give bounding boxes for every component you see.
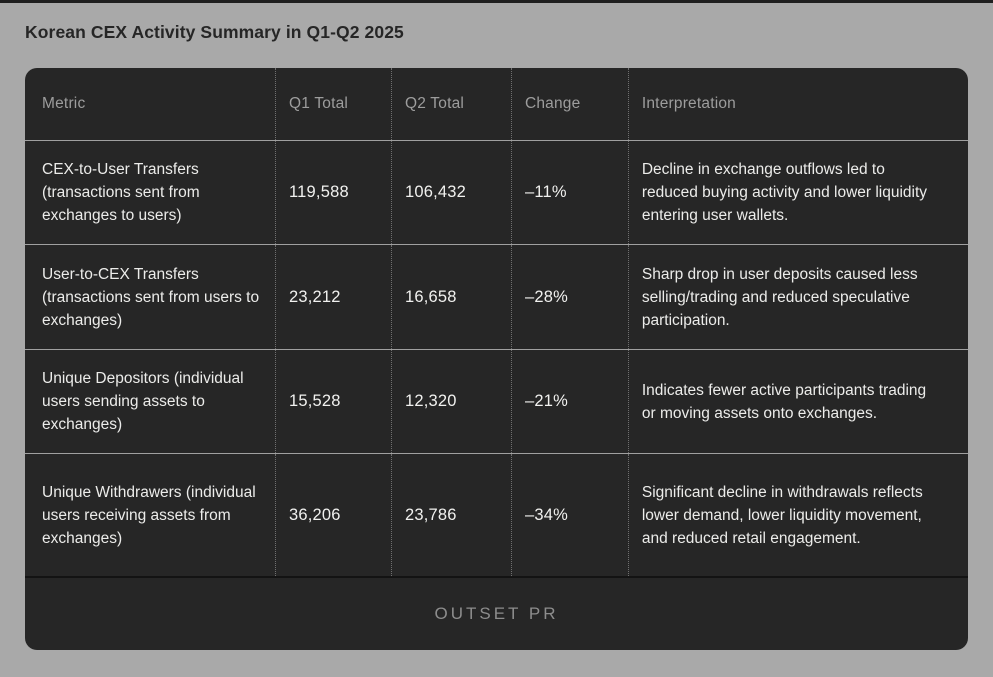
metric-cell: Unique Withdrawers (individual users rec… bbox=[25, 454, 277, 576]
table-row: Unique Depositors (individual users send… bbox=[25, 349, 968, 453]
q1-total-value: 23,212 bbox=[289, 287, 341, 306]
metric-name: Unique Withdrawers bbox=[42, 483, 182, 501]
table-row: User-to-CEX Transfers (transactions sent… bbox=[25, 244, 968, 349]
metric-cell: Unique Depositors (individual users send… bbox=[25, 350, 277, 453]
column-header-metric: Metric bbox=[25, 68, 277, 140]
metric-name: Unique Depositors bbox=[42, 370, 170, 387]
change-value: –11% bbox=[524, 183, 567, 201]
metric-name: CEX-to-User Transfers bbox=[42, 161, 199, 178]
column-header-q1-total: Q1 Total bbox=[276, 68, 392, 140]
metric-cell: User-to-CEX Transfers (transactions sent… bbox=[25, 245, 277, 349]
change-value: –28% bbox=[524, 287, 568, 306]
q1-total-value: 119,588 bbox=[289, 183, 349, 201]
metric-note: (transactions sent from exchanges to use… bbox=[42, 184, 200, 224]
metric-note: (individual users receiving assets from … bbox=[42, 483, 256, 547]
interpretation-text: Decline in exchange outflows led to redu… bbox=[641, 161, 928, 224]
interpretation-text: Indicates fewer active participants trad… bbox=[641, 381, 927, 422]
interpretation-text: Significant decline in withdrawals refle… bbox=[641, 483, 923, 547]
table-row: CEX-to-User Transfers (transactions sent… bbox=[25, 140, 968, 244]
change-value: –21% bbox=[524, 392, 568, 410]
q2-total-value: 16,658 bbox=[405, 287, 457, 306]
q1-total-value: 15,528 bbox=[289, 392, 341, 410]
summary-table-card: Metric Q1 Total Q2 Total Change Interpre… bbox=[25, 68, 968, 650]
page-title: Korean CEX Activity Summary in Q1-Q2 202… bbox=[25, 22, 404, 42]
card-footer: OUTSET PR bbox=[25, 576, 968, 650]
metric-note: (transactions sent from users to exchang… bbox=[42, 288, 260, 329]
metric-note: (individual users sending assets to exch… bbox=[42, 370, 244, 433]
interpretation-text: Sharp drop in user deposits caused less … bbox=[641, 265, 918, 329]
q2-total-value: 106,432 bbox=[405, 183, 467, 201]
column-header-interpretation: Interpretation bbox=[641, 95, 736, 112]
table-row: Unique Withdrawers (individual users rec… bbox=[25, 453, 968, 576]
table-header-row: Metric Q1 Total Q2 Total Change Interpre… bbox=[25, 68, 968, 140]
change-value: –34% bbox=[524, 505, 568, 524]
metric-name: User-to-CEX Transfers bbox=[42, 265, 199, 283]
outset-pr-logo: OUTSET PR bbox=[434, 604, 559, 623]
q2-total-value: 23,786 bbox=[405, 505, 457, 524]
q2-total-value: 12,320 bbox=[405, 392, 457, 410]
top-border-strip bbox=[0, 0, 993, 3]
q1-total-value: 36,206 bbox=[289, 505, 341, 524]
column-header-q2-total: Q2 Total bbox=[392, 68, 512, 140]
column-header-change: Change bbox=[512, 68, 629, 140]
metric-cell: CEX-to-User Transfers (transactions sent… bbox=[25, 141, 277, 244]
